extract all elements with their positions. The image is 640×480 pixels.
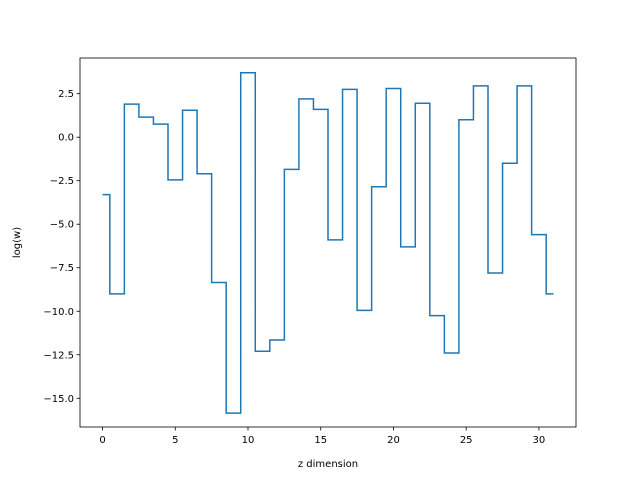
series-line xyxy=(102,72,554,414)
y-tick-label: −5.0 xyxy=(50,220,74,231)
axes-frame xyxy=(79,57,577,428)
y-tick-label: −7.5 xyxy=(50,263,74,274)
y-tick-label: −2.5 xyxy=(50,176,74,187)
y-tick-label: 0.0 xyxy=(58,133,74,144)
x-tick-label: 5 xyxy=(172,435,178,446)
y-tick-label: 2.5 xyxy=(58,89,74,100)
y-tick-label: −15.0 xyxy=(43,394,74,405)
y-tick-label: −10.0 xyxy=(43,307,74,318)
plot-area xyxy=(102,72,554,414)
y-tick-label: −12.5 xyxy=(43,350,74,361)
x-tick-label: 0 xyxy=(99,435,105,446)
x-tick-label: 10 xyxy=(242,435,255,446)
x-tick-label: 30 xyxy=(533,435,546,446)
x-tick-label: 15 xyxy=(314,435,327,446)
axis-ticks: 0 5 10 15 20 25 30 2.5 0.0 −2.5 −5.0 −7.5 −10.0 −12.5… xyxy=(43,89,545,446)
x-axis-label: z dimension xyxy=(298,459,358,470)
y-axis-label: log(w) xyxy=(12,227,23,258)
x-tick-label: 25 xyxy=(460,435,473,446)
x-tick-label: 20 xyxy=(387,435,400,446)
